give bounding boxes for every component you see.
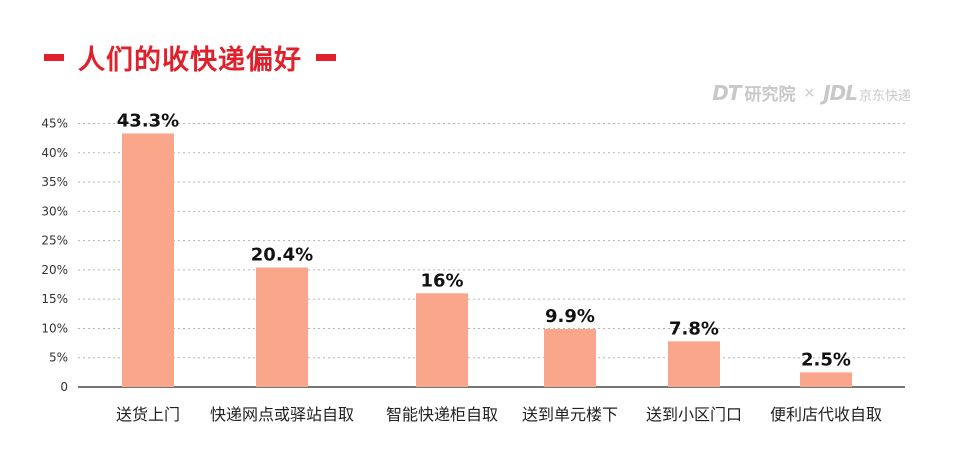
y-tick-label: 20% [41, 263, 68, 277]
title-right-bar [316, 53, 336, 61]
x-tick-label: 送到单元楼下 [522, 405, 618, 424]
y-tick-label: 45% [41, 117, 68, 131]
bar [668, 341, 720, 387]
bar [122, 133, 174, 387]
y-tick-label: 30% [41, 204, 68, 218]
data-label: 43.3% [117, 110, 179, 131]
data-label: 20.4% [251, 245, 313, 266]
data-label: 2.5% [801, 349, 851, 370]
title-left-bar [44, 53, 64, 61]
brand-separator: × [803, 84, 816, 101]
x-tick-label: 便利店代收自取 [770, 405, 882, 424]
data-label: 16% [420, 270, 463, 291]
x-tick-label: 智能快递柜自取 [386, 405, 498, 424]
bar [800, 372, 852, 387]
x-tick-label: 送到小区门口 [646, 405, 742, 424]
data-label: 9.9% [545, 306, 595, 327]
chart-title-block: 人们的收快递偏好 [44, 40, 336, 76]
x-tick-label: 送货上门 [116, 405, 180, 424]
data-label: 7.8% [669, 318, 719, 339]
jdl-logo: JDL [823, 80, 858, 105]
y-tick-label: 35% [41, 175, 68, 189]
y-tick-label: 25% [41, 234, 68, 248]
y-tick-label: 0 [60, 380, 68, 394]
x-tick-label: 快递网点或驿站自取 [210, 405, 354, 424]
y-tick-label: 5% [49, 351, 68, 365]
dt-logo: DT [712, 80, 741, 105]
jdl-logo-text: 京东快递 [858, 89, 911, 104]
chart-title: 人们的收快递偏好 [78, 44, 302, 76]
y-tick-label: 10% [41, 321, 68, 335]
brand-logos: DT 研究院 × JDL 京东快递 [712, 80, 911, 106]
bar [416, 293, 468, 387]
y-tick-label: 40% [41, 146, 68, 160]
y-tick-label: 15% [41, 292, 68, 306]
dt-logo-text: 研究院 [744, 85, 796, 105]
bar [256, 267, 308, 387]
bar [544, 329, 596, 387]
